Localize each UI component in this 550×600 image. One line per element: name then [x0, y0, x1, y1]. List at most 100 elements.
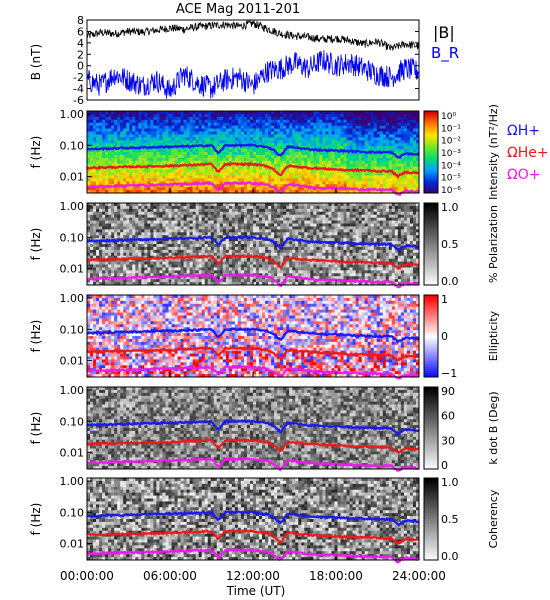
- heatmap-cell: [331, 169, 335, 173]
- heatmap-cell: [240, 187, 245, 191]
- heatmap-cell: [111, 252, 115, 257]
- heatmap-cell: [108, 252, 112, 257]
- heatmap-cell: [90, 226, 94, 230]
- heatmap-cell: [283, 125, 287, 129]
- heatmap-cell: [322, 134, 326, 138]
- heatmap-cell: [204, 169, 209, 173]
- heatmap-cell: [343, 140, 347, 144]
- heatmap-cell: [313, 184, 317, 188]
- heatmap-cell: [195, 252, 200, 257]
- heatmap-cell: [189, 279, 194, 283]
- heatmap-cell: [87, 160, 91, 165]
- heatmap-cell: [283, 116, 287, 121]
- heatmap-cell: [90, 119, 94, 124]
- heatmap-cell: [343, 152, 347, 156]
- heatmap-cell: [204, 137, 209, 141]
- heatmap-cell: [292, 113, 296, 118]
- heatmap-cell: [361, 125, 366, 129]
- heatmap-cell: [319, 131, 323, 135]
- heatmap-cell: [207, 276, 212, 280]
- heatmap-cell: [340, 172, 344, 176]
- heatmap-cell: [207, 246, 212, 251]
- heatmap-cell: [219, 255, 224, 260]
- heatmap-cell: [280, 214, 284, 219]
- heatmap-cell: [186, 122, 191, 127]
- heatmap-cell: [240, 137, 245, 141]
- heatmap-cell: [228, 264, 233, 268]
- heatmap-cell: [201, 160, 206, 165]
- heatmap-cell: [225, 238, 230, 242]
- heatmap-cell: [349, 134, 353, 138]
- heatmap-cell: [114, 214, 118, 219]
- heatmap-cell: [274, 214, 278, 219]
- heatmap-cell: [256, 113, 260, 118]
- heatmap-cell: [225, 270, 230, 274]
- heatmap-cell: [259, 152, 263, 156]
- heatmap-cell: [102, 137, 106, 141]
- heatmap-cell: [102, 226, 106, 230]
- heatmap-cell: [243, 163, 248, 168]
- heatmap-cell: [150, 223, 154, 227]
- heatmap-cell: [249, 149, 254, 153]
- heatmap-cell: [210, 241, 215, 245]
- heatmap-cell: [165, 217, 169, 221]
- heatmap-cell: [295, 181, 299, 185]
- heatmap-cell: [301, 137, 305, 141]
- heatmap-cell: [240, 140, 245, 144]
- heatmap-cell: [403, 187, 408, 191]
- heatmap-cell: [105, 220, 109, 224]
- heatmap-cell: [201, 217, 206, 221]
- heatmap-cell: [370, 113, 375, 118]
- heatmap-cell: [162, 203, 166, 207]
- heatmap-cell: [186, 160, 191, 165]
- heatmap-cell: [129, 172, 133, 176]
- heatmap-cell: [280, 205, 284, 210]
- heatmap-cell: [153, 175, 157, 179]
- heatmap-cell: [382, 113, 387, 118]
- heatmap-cell: [219, 229, 224, 233]
- heatmap-cell: [268, 149, 272, 153]
- heatmap-cell: [132, 169, 136, 173]
- heatmap-cell: [204, 205, 209, 210]
- heatmap-cell: [231, 113, 236, 118]
- heatmap-cell: [126, 246, 130, 251]
- heatmap-cell: [129, 175, 133, 179]
- heatmap-cell: [394, 143, 399, 147]
- heatmap-cell: [162, 116, 166, 121]
- heatmap-cell: [346, 152, 350, 156]
- heatmap-cell: [237, 172, 242, 176]
- heatmap-cell: [234, 238, 239, 242]
- heatmap-cell: [207, 146, 212, 150]
- heatmap-cell: [111, 220, 115, 224]
- heatmap-cell: [99, 270, 103, 274]
- heatmap-cell: [355, 131, 360, 135]
- heatmap-cell: [228, 172, 233, 176]
- heatmap-cell: [195, 267, 200, 271]
- heatmap-cell: [180, 137, 184, 141]
- heatmap-cell: [120, 241, 124, 245]
- heatmap-cell: [234, 166, 239, 170]
- heatmap-cell: [265, 119, 269, 124]
- heatmap-cell: [409, 131, 414, 135]
- heatmap-cell: [150, 205, 154, 210]
- heatmap-cell: [328, 187, 332, 191]
- heatmap-cell: [219, 154, 224, 159]
- heatmap-cell: [274, 246, 278, 251]
- heatmap-cell: [111, 249, 115, 254]
- heatmap-cell: [105, 122, 109, 127]
- heatmap-cell: [207, 190, 212, 194]
- heatmap-cell: [219, 157, 224, 162]
- heatmap-cell: [171, 128, 175, 132]
- heatmap-cell: [340, 143, 344, 147]
- heatmap-cell: [231, 203, 236, 207]
- heatmap-cell: [168, 246, 172, 251]
- heatmap-cell: [93, 116, 97, 121]
- heatmap-cell: [307, 175, 311, 179]
- heatmap-cell: [162, 154, 166, 159]
- heatmap-cell: [385, 125, 390, 129]
- heatmap-cell: [126, 279, 130, 283]
- heatmap-cell: [271, 203, 275, 207]
- heatmap-cell: [195, 152, 200, 156]
- heatmap-cell: [198, 190, 203, 194]
- heatmap-cell: [412, 131, 417, 135]
